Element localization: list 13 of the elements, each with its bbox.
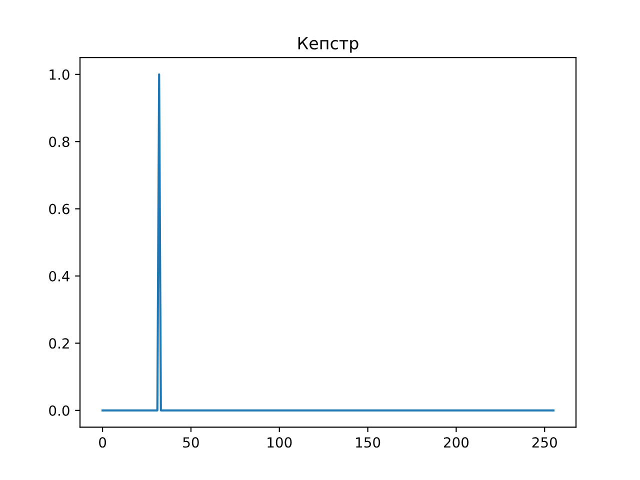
x-tick-label: 150: [356, 437, 380, 448]
y-tick-label: 0.6: [49, 204, 70, 214]
x-tick-label: 50: [183, 437, 199, 448]
y-tick-label: 0.2: [49, 338, 69, 349]
y-tick-label: 1.0: [50, 69, 70, 80]
x-tick-label: 100: [268, 437, 292, 448]
x-tick-label: 0: [99, 437, 106, 448]
chart-title: Кепстр: [298, 37, 358, 53]
y-tick-label: 0.0: [49, 405, 70, 416]
x-tick-label: 250: [532, 437, 557, 448]
x-tick-label: 200: [444, 437, 469, 448]
y-tick-label: 0.8: [49, 136, 70, 148]
y-tick-label: 0.4: [49, 270, 70, 282]
